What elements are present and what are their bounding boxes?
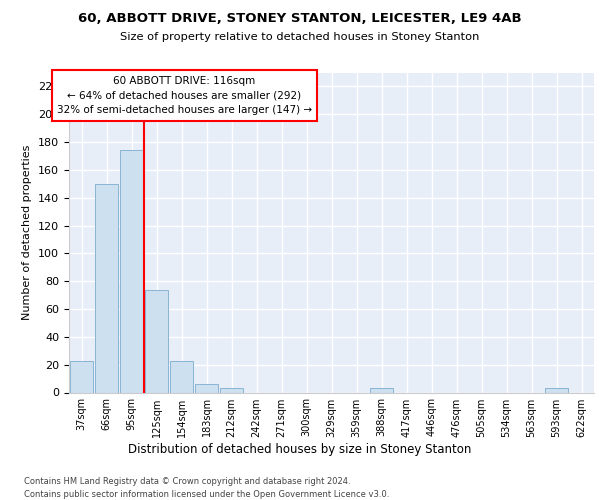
Bar bbox=[220, 388, 244, 392]
Bar bbox=[119, 150, 143, 392]
Bar bbox=[145, 290, 169, 393]
Bar bbox=[194, 384, 218, 392]
Text: Size of property relative to detached houses in Stoney Stanton: Size of property relative to detached ho… bbox=[121, 32, 479, 42]
Bar bbox=[70, 360, 94, 392]
Text: 60 ABBOTT DRIVE: 116sqm
← 64% of detached houses are smaller (292)
32% of semi-d: 60 ABBOTT DRIVE: 116sqm ← 64% of detache… bbox=[57, 76, 312, 116]
Bar bbox=[95, 184, 118, 392]
Bar bbox=[370, 388, 394, 392]
Text: 60, ABBOTT DRIVE, STONEY STANTON, LEICESTER, LE9 4AB: 60, ABBOTT DRIVE, STONEY STANTON, LEICES… bbox=[78, 12, 522, 26]
Text: Contains HM Land Registry data © Crown copyright and database right 2024.: Contains HM Land Registry data © Crown c… bbox=[24, 478, 350, 486]
Bar bbox=[545, 388, 568, 392]
Bar bbox=[170, 360, 193, 392]
Text: Contains public sector information licensed under the Open Government Licence v3: Contains public sector information licen… bbox=[24, 490, 389, 499]
Text: Distribution of detached houses by size in Stoney Stanton: Distribution of detached houses by size … bbox=[128, 442, 472, 456]
Y-axis label: Number of detached properties: Number of detached properties bbox=[22, 145, 32, 320]
